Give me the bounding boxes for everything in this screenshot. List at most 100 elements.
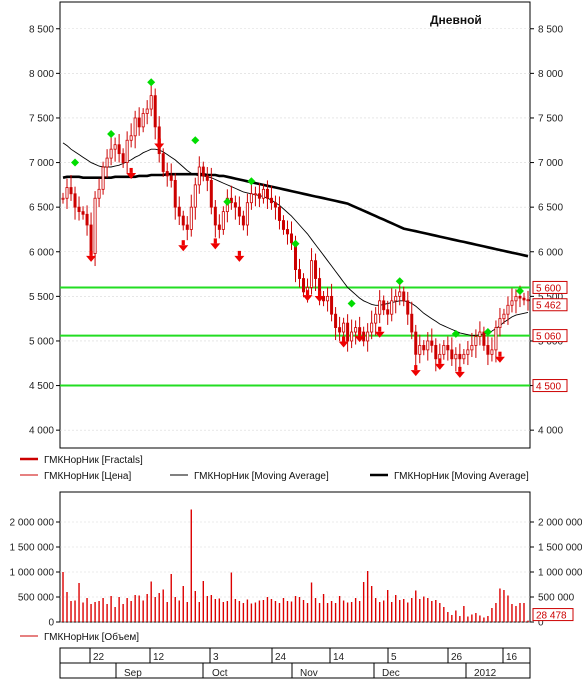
price-tick-label-right: 7 500 xyxy=(538,113,563,124)
candle-body xyxy=(109,148,113,159)
volume-tick-label-right: 1 500 000 xyxy=(538,543,583,554)
fractal-down-marker xyxy=(354,336,365,343)
candle-body xyxy=(430,340,434,346)
candle-body xyxy=(189,206,193,230)
candle-body xyxy=(65,187,69,199)
candle-body xyxy=(77,206,81,213)
candle-body xyxy=(454,353,458,360)
price-tick-label-left: 4 500 xyxy=(29,381,54,392)
fractal-down-marker xyxy=(157,138,161,144)
level-badge: 5 060 xyxy=(536,332,561,343)
candle-body xyxy=(410,313,414,333)
candle-body xyxy=(129,135,133,141)
volume-y-axis-left: 0 500 000 1 000 000 1 500 000 2 000 000 xyxy=(10,518,60,629)
candle-body xyxy=(173,179,177,208)
candle-body xyxy=(450,349,454,360)
candle-body xyxy=(141,113,145,128)
fractal-down-marker xyxy=(410,370,421,377)
candle-body xyxy=(466,349,470,355)
fractal-down-marker xyxy=(89,250,93,256)
moving-average-slow-line xyxy=(62,172,529,258)
candle-body xyxy=(418,345,422,355)
candle-body xyxy=(310,260,314,288)
fractal-down-marker xyxy=(338,341,349,348)
day-label: 26 xyxy=(451,652,463,663)
price-tick-label-left: 6 000 xyxy=(29,247,54,258)
volume-tick-label-right: 500 000 xyxy=(538,593,575,604)
candle-body xyxy=(442,345,446,355)
last-price-badge-box xyxy=(532,298,568,312)
candle-body xyxy=(93,197,97,254)
candle-body xyxy=(213,206,217,226)
candle-body xyxy=(470,345,474,351)
candle-body xyxy=(201,166,205,177)
legend-price: ГМКНорНик [Цена] xyxy=(44,471,131,482)
candle-body xyxy=(165,171,169,177)
price-tick-label-left: 8 000 xyxy=(29,69,54,80)
fractal-up-marker xyxy=(483,328,492,337)
candle-body xyxy=(518,295,522,299)
fractal-down-marker xyxy=(378,326,382,332)
candle-body xyxy=(273,202,277,208)
fractal-up-marker xyxy=(147,78,156,87)
chart-title: Дневной xyxy=(430,13,482,27)
fractal-down-marker xyxy=(358,331,362,337)
fractal-down-marker xyxy=(414,365,418,371)
candle-body xyxy=(137,117,141,128)
candle-body xyxy=(342,322,346,333)
candle-body xyxy=(233,202,237,208)
candle-body xyxy=(346,322,350,342)
fractal-down-marker xyxy=(454,371,465,378)
candle-body xyxy=(217,224,221,230)
candle-body xyxy=(269,197,273,204)
volume-last-label: 28 478 xyxy=(536,611,567,622)
candle-body xyxy=(253,193,257,196)
candle-body xyxy=(245,202,249,226)
fractal-down-marker xyxy=(86,255,97,262)
month-label: Nov xyxy=(300,668,318,679)
fractal-up-marker xyxy=(107,130,116,139)
volume-last-badge-box xyxy=(532,608,574,622)
price-tick-label-right: 8 500 xyxy=(538,24,563,35)
price-tick-label-left: 7 500 xyxy=(29,113,54,124)
candle-body xyxy=(378,300,382,315)
level-badge: 4 500 xyxy=(536,382,561,393)
candle-body xyxy=(374,313,378,324)
candle-body xyxy=(426,340,430,351)
candle-body xyxy=(113,144,117,150)
fractal-up-marker xyxy=(247,177,256,186)
candle-body xyxy=(205,175,209,181)
candle-body xyxy=(229,197,233,204)
candle-body xyxy=(514,295,518,302)
candle-body xyxy=(526,299,530,302)
day-label: 12 xyxy=(153,652,165,663)
candle-body xyxy=(181,215,185,226)
fractal-up-marker xyxy=(191,136,200,145)
candle-body xyxy=(117,144,121,155)
price-legend: ГМКНорНик [Fractals] ГМКНорНик [Цена] ГМ… xyxy=(20,455,529,482)
candle-body xyxy=(185,224,189,230)
candle-body xyxy=(478,331,482,337)
fractal-down-marker xyxy=(342,336,346,342)
month-label: Dec xyxy=(382,668,400,679)
candle-body xyxy=(281,220,285,230)
candle-body xyxy=(494,327,498,351)
volume-tick-label-left: 1 500 000 xyxy=(10,543,55,554)
level-badge-box xyxy=(532,379,568,393)
candle-body xyxy=(354,327,358,333)
legend-ma-slow: ГМКНорНик [Moving Average] xyxy=(394,471,529,482)
fractal-down-marker xyxy=(314,296,325,303)
moving-average-fast-line xyxy=(62,142,529,337)
volume-tick-label-right: 1 000 000 xyxy=(538,568,583,579)
candle-body xyxy=(366,331,370,342)
candle-body xyxy=(482,331,486,346)
candle-body xyxy=(125,139,129,163)
candle-body xyxy=(145,108,149,114)
fractal-up-marker xyxy=(347,299,356,308)
volume-y-axis-right: 0 500 000 1 000 000 1 500 000 2 000 000 xyxy=(530,518,583,629)
candle-body xyxy=(326,295,330,302)
volume-tick-label-left: 2 000 000 xyxy=(10,518,55,529)
price-tick-label-left: 4 000 xyxy=(29,426,54,437)
candle-body xyxy=(193,184,197,208)
candle-body xyxy=(414,331,418,355)
